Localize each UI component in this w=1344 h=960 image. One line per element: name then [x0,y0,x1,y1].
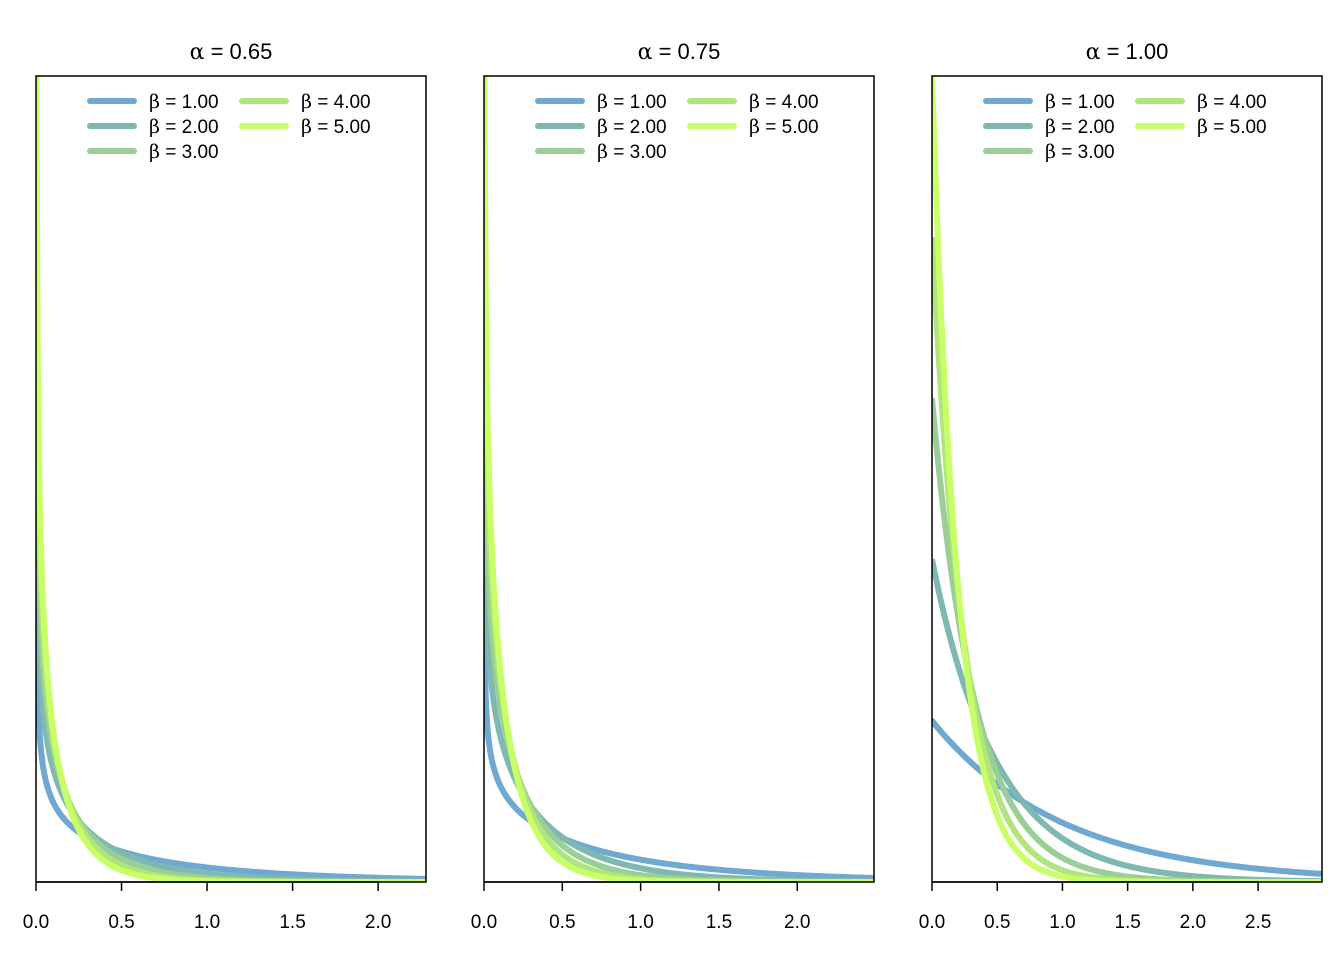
x-tick-label: 1.5 [706,912,732,933]
series-line-beta-2.00 [932,556,1322,882]
x-tick-label: 0.0 [919,912,945,933]
legend-label: β = 5.00 [1197,116,1267,138]
x-tick-label: 2.5 [1245,912,1271,933]
legend-label: β = 1.00 [597,91,667,113]
x-tick-label: 1.5 [279,912,305,933]
legend-label: β = 3.00 [597,141,667,163]
x-axis: 0.0 0.5 1.0 1.5 2.0 [23,881,391,933]
panel-title: α = 0.75 [638,39,721,65]
series-line-beta-4.00 [484,76,874,882]
legend-label: β = 2.00 [597,116,667,138]
legend-label: β = 1.00 [149,91,219,113]
legend-label: β = 2.00 [149,116,219,138]
series-line-beta-3.00 [484,76,874,882]
legend-label: β = 1.00 [1045,91,1115,113]
x-tick-label: 2.0 [784,912,810,933]
panel-3: α = 1.00 0.0 0.5 1.0 1.5 2.0 2.5 β = 1.00 β = 2.… [919,39,1323,933]
panel-1: α = 0.650.0 0.5 1.0 1.5 2.0β = 1.00β = 2.00β… [23,39,427,933]
series-line-beta-2.00 [484,76,874,882]
plot-frame [35,75,427,883]
x-tick-label: 1.0 [1049,912,1075,933]
series-line-beta-5.00 [36,76,426,882]
panel-title: α = 1.00 [1086,39,1169,65]
series-line-beta-2.00 [36,76,426,882]
legend-label: β = 5.00 [749,116,819,138]
series-line-beta-4.00 [932,234,1322,882]
x-tick-label: 2.0 [1180,912,1206,933]
legend-label: β = 5.00 [301,116,371,138]
legend-label: β = 4.00 [749,91,819,113]
x-tick-label: 0.0 [23,912,49,933]
series-line-beta-5.00 [484,76,874,882]
curves [932,76,1322,882]
x-axis: 0.0 0.5 1.0 1.5 2.0 2.5 [919,881,1271,933]
curves [36,76,426,882]
panel-title: α = 0.65 [190,39,273,65]
plot-frame [483,75,875,883]
legend: β = 1.00 β = 2.00 β = 3.00 β = 4.00 β = 5.00 [87,91,371,163]
legend-label: β = 3.00 [1045,141,1115,163]
legend: β = 1.00 β = 2.00 β = 3.00 β = 4.00 β = 5.00 [983,91,1267,163]
panel-2: α = 0.750.0 0.5 1.0 1.5 2.0β = 1.00β = 2.00β… [471,39,875,933]
legend-label: β = 2.00 [1045,116,1115,138]
x-axis: 0.0 0.5 1.0 1.5 2.0 [471,881,810,933]
x-tick-label: 1.5 [1114,912,1140,933]
curves [484,76,874,882]
legend-label: β = 4.00 [1197,91,1267,113]
x-tick-label: 0.0 [471,912,497,933]
series-line-beta-3.00 [932,395,1322,882]
x-tick-label: 1.0 [627,912,653,933]
legend-label: β = 3.00 [149,141,219,163]
legend: β = 1.00 β = 2.00 β = 3.00 β = 4.00 β = 5.00 [535,91,819,163]
series-line-beta-3.00 [36,76,426,882]
x-tick-label: 1.0 [194,912,220,933]
series-line-beta-4.00 [36,76,426,882]
x-tick-label: 0.5 [108,912,134,933]
x-tick-label: 2.0 [365,912,391,933]
x-tick-label: 0.5 [984,912,1010,933]
x-tick-label: 0.5 [549,912,575,933]
legend-label: β = 4.00 [301,91,371,113]
